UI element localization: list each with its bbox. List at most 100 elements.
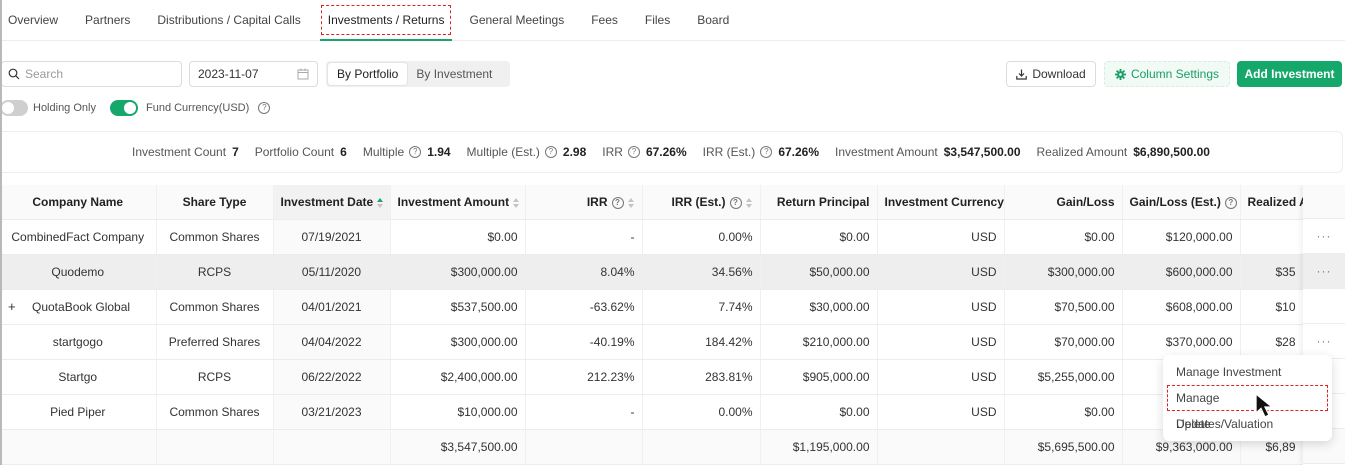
total-gain-loss: $5,695,500.00 — [1004, 429, 1123, 465]
search-icon — [8, 68, 20, 80]
menu-manage-updates-valuation[interactable]: Manage Updates/Valuation — [1167, 385, 1328, 431]
help-icon[interactable]: ? — [760, 146, 773, 158]
total-amount: $3,547,500.00 — [390, 429, 526, 465]
cell-irr-est: 184.42% — [642, 324, 761, 360]
col-label: Gain/Loss (Est.) — [1129, 194, 1221, 209]
col-investment-date[interactable]: Investment Date — [273, 185, 391, 220]
table-row[interactable]: startgogo Preferred Shares 04/04/2022 $3… — [0, 324, 1304, 360]
table-row[interactable]: + QuotaBook Global Common Shares 04/01/20… — [0, 289, 1304, 325]
expand-plus-icon[interactable]: + — [8, 299, 16, 314]
stat-investment-count: Investment Count 7 — [132, 145, 239, 159]
investments-table: Company Name Share Type Investment Date … — [0, 185, 1345, 465]
fund-currency-switch[interactable] — [109, 100, 138, 116]
help-icon[interactable]: ? — [409, 146, 422, 158]
cell-share-type: Common Shares — [156, 289, 274, 325]
cell-gain-loss-est: $120,000.00 — [1122, 219, 1241, 255]
col-company-name[interactable]: Company Name — [0, 185, 157, 220]
tab-distributions-capital-calls[interactable]: Distributions / Capital Calls — [157, 13, 301, 27]
cell-gain-loss: $300,000.00 — [1004, 254, 1123, 290]
row-actions-empty — [1303, 289, 1345, 324]
cell-company[interactable]: Startgo — [0, 359, 157, 395]
more-actions-icon[interactable]: ··· — [1303, 219, 1345, 254]
cell-share-type: RCPS — [156, 254, 274, 290]
cell-currency: USD — [877, 359, 1005, 395]
table-row[interactable]: CombinedFact Company Common Shares 07/19… — [0, 219, 1304, 255]
fund-currency-label: Fund Currency(USD) — [145, 102, 250, 114]
table-row[interactable]: Startgo RCPS 06/22/2022 $2,400,000.00 21… — [0, 359, 1304, 395]
cell-company[interactable]: Pied Piper — [0, 394, 157, 430]
col-investment-currency[interactable]: Investment Currency — [877, 185, 1005, 220]
cell-share-type: Preferred Shares — [156, 324, 274, 360]
holding-only-label: Holding Only — [33, 102, 96, 114]
total-return-principal: $1,195,000.00 — [760, 429, 878, 465]
cell-amount: $2,400,000.00 — [390, 359, 526, 395]
col-gain-loss-est[interactable]: Gain/Loss (Est.)? — [1122, 185, 1241, 220]
table-header-row: Company Name Share Type Investment Date … — [0, 185, 1304, 220]
tab-overview[interactable]: Overview — [8, 13, 59, 27]
cell-date: 07/19/2021 — [273, 219, 391, 255]
more-actions-icon[interactable]: ··· — [1303, 254, 1345, 289]
tab-fees[interactable]: Fees — [591, 13, 618, 27]
col-irr[interactable]: IRR? — [525, 185, 643, 220]
holding-only-switch[interactable] — [0, 100, 28, 116]
date-value: 2023-11-07 — [198, 67, 259, 81]
sort-icon[interactable] — [745, 197, 753, 208]
more-actions-icon[interactable]: ··· — [1303, 324, 1345, 359]
cell-return-principal: $0.00 — [760, 394, 878, 430]
cell-gain-loss: $70,000.00 — [1004, 324, 1123, 360]
cell-company[interactable]: Quodemo — [0, 254, 157, 290]
cell-empty — [0, 429, 157, 465]
cell-gain-loss: $5,255,000.00 — [1004, 359, 1123, 395]
tab-investments-returns[interactable]: Investments / Returns — [319, 0, 453, 41]
cell-date: 05/11/2020 — [273, 254, 391, 290]
help-icon[interactable]: ? — [627, 146, 640, 158]
cell-irr-est: 7.74% — [642, 289, 761, 325]
help-icon[interactable]: ? — [729, 196, 742, 209]
help-icon[interactable]: ? — [1224, 196, 1237, 209]
sort-icon[interactable] — [627, 197, 635, 208]
table-row[interactable]: Quodemo RCPS 05/11/2020 $300,000.00 8.04… — [0, 254, 1304, 290]
col-share-type[interactable]: Share Type — [156, 185, 274, 220]
col-realized-amount[interactable]: Realized A — [1240, 185, 1304, 220]
help-icon[interactable]: ? — [258, 102, 271, 114]
download-button[interactable]: Download — [1006, 61, 1096, 87]
menu-delete[interactable]: Delete — [1176, 417, 1211, 431]
search-box[interactable] — [1, 61, 182, 87]
cell-realized: $35 — [1240, 254, 1304, 290]
col-irr-est[interactable]: IRR (Est.)? — [642, 185, 761, 220]
col-investment-amount[interactable]: Investment Amount — [390, 185, 526, 220]
cell-amount: $0.00 — [390, 219, 526, 255]
tab-board[interactable]: Board — [697, 13, 730, 27]
col-label: Investment Date — [280, 194, 374, 209]
add-investment-button[interactable]: Add Investment — [1237, 61, 1342, 87]
search-input[interactable] — [25, 67, 175, 81]
by-investment-option[interactable]: By Investment — [416, 67, 493, 81]
cell-company[interactable]: CombinedFact Company — [0, 219, 157, 255]
by-portfolio-option[interactable]: By Portfolio — [328, 63, 408, 85]
table-row[interactable]: Pied Piper Common Shares 03/21/2023 $10,… — [0, 394, 1304, 430]
cell-gain-loss-est: $370,000.00 — [1122, 324, 1241, 360]
download-label: Download — [1032, 67, 1086, 81]
gear-icon — [1114, 68, 1126, 80]
col-return-principal[interactable]: Return Principal — [760, 185, 878, 220]
cell-company[interactable]: + QuotaBook Global — [0, 289, 157, 325]
tab-files[interactable]: Files — [644, 13, 671, 27]
calendar-icon — [297, 68, 309, 80]
menu-manage-investment[interactable]: Manage Investment — [1176, 365, 1282, 379]
cell-share-type: Common Shares — [156, 219, 274, 255]
help-icon[interactable]: ? — [611, 196, 624, 209]
tab-partners[interactable]: Partners — [85, 13, 131, 27]
stat-portfolio-count: Portfolio Count 6 — [254, 145, 347, 159]
stat-irr-est: IRR (Est.)? 67.26% — [702, 145, 820, 159]
tab-general-meetings[interactable]: General Meetings — [469, 13, 565, 27]
stat-multiple-est: Multiple (Est.)? 2.98 — [466, 145, 587, 159]
col-gain-loss[interactable]: Gain/Loss — [1004, 185, 1123, 220]
sort-icon[interactable] — [513, 197, 520, 208]
date-picker[interactable]: 2023-11-07 — [189, 61, 318, 87]
column-settings-button[interactable]: Column Settings — [1104, 61, 1230, 87]
cell-irr-est: 0.00% — [642, 219, 761, 255]
cell-currency: USD — [877, 394, 1005, 430]
help-icon[interactable]: ? — [544, 146, 557, 158]
sort-ascending-icon[interactable] — [377, 197, 384, 208]
cell-company[interactable]: startgogo — [0, 324, 157, 360]
